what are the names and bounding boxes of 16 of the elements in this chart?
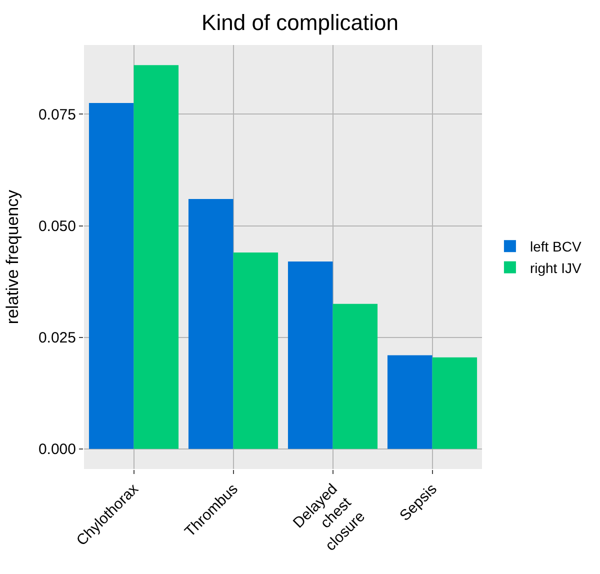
- bar: [332, 304, 378, 449]
- chart-title: Kind of complication: [202, 10, 398, 35]
- bar: [432, 357, 478, 449]
- y-tick-label: 0.025: [38, 330, 76, 347]
- legend-label: left BCV: [530, 238, 582, 255]
- bar: [387, 355, 432, 449]
- bar: [134, 65, 179, 449]
- bar: [233, 252, 278, 449]
- y-axis-title: relative frequency: [3, 189, 22, 324]
- y-tick-label: 0.000: [38, 441, 76, 458]
- bar: [288, 261, 333, 449]
- bar: [88, 103, 134, 449]
- legend-label: right IJV: [530, 260, 582, 276]
- y-tick-label: 0.075: [38, 106, 76, 124]
- y-tick-label: 0.050: [38, 218, 76, 236]
- bar: [188, 198, 234, 449]
